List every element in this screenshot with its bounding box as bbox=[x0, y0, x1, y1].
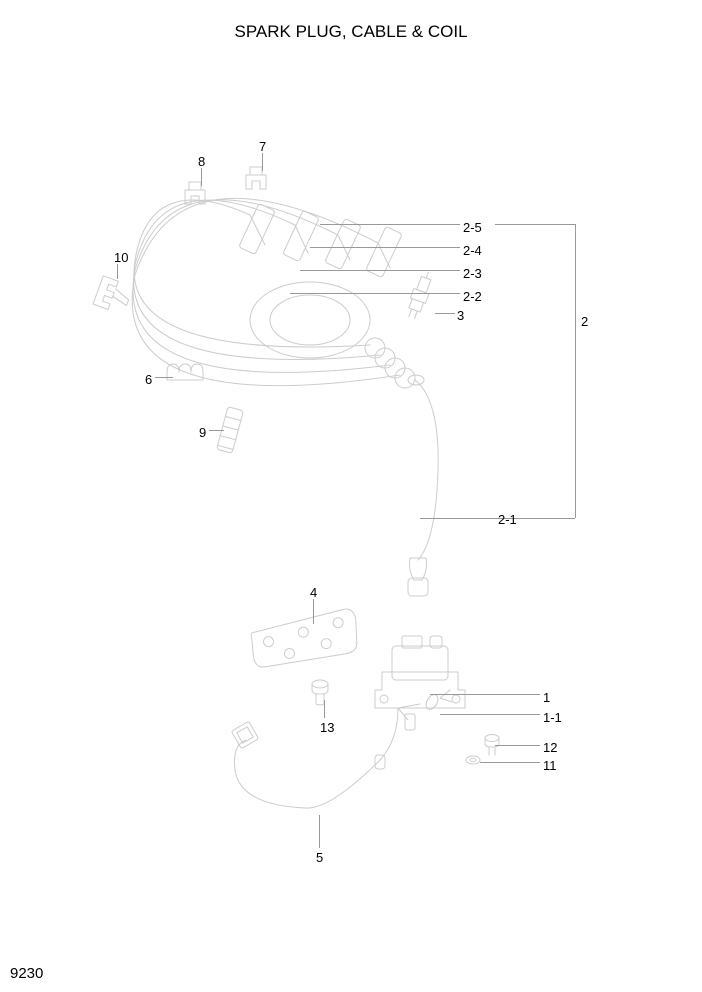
leader-line bbox=[575, 224, 576, 518]
leader-line bbox=[155, 377, 173, 378]
callout-7: 7 bbox=[259, 139, 266, 154]
callout-9: 9 bbox=[199, 425, 206, 440]
callout-2: 2 bbox=[581, 314, 588, 329]
callout-11: 11 bbox=[543, 758, 557, 773]
exploded-diagram bbox=[0, 0, 702, 992]
callout-2-3: 2-3 bbox=[463, 266, 482, 281]
leader-line bbox=[435, 313, 455, 314]
leader-line bbox=[290, 293, 460, 294]
leader-line bbox=[262, 153, 263, 171]
leader-line bbox=[300, 270, 460, 271]
leader-line bbox=[420, 518, 495, 519]
leader-line bbox=[313, 599, 314, 624]
leader-line bbox=[209, 430, 224, 431]
leader-line bbox=[319, 815, 320, 848]
leader-line bbox=[495, 745, 540, 746]
callout-4: 4 bbox=[310, 585, 317, 600]
callout-8: 8 bbox=[198, 154, 205, 169]
callout-13: 13 bbox=[320, 720, 334, 735]
leader-line bbox=[480, 762, 540, 763]
callout-3: 3 bbox=[457, 308, 464, 323]
leader-line bbox=[320, 224, 460, 225]
leader-line bbox=[310, 247, 460, 248]
leader-line bbox=[324, 700, 325, 718]
callout-5: 5 bbox=[316, 850, 323, 865]
leader-line bbox=[495, 224, 575, 225]
callout-2-5: 2-5 bbox=[463, 220, 482, 235]
callout-10: 10 bbox=[114, 250, 128, 265]
leader-line bbox=[440, 714, 540, 715]
callout-2-2: 2-2 bbox=[463, 289, 482, 304]
callout-2-4: 2-4 bbox=[463, 243, 482, 258]
callout-1: 1 bbox=[543, 690, 550, 705]
callout-12: 12 bbox=[543, 740, 557, 755]
leader-line bbox=[201, 168, 202, 186]
callout-2-1: 2-1 bbox=[498, 512, 517, 527]
callout-1-1: 1-1 bbox=[543, 710, 562, 725]
leader-line bbox=[117, 264, 118, 279]
callout-6: 6 bbox=[145, 372, 152, 387]
leader-line bbox=[430, 694, 540, 695]
